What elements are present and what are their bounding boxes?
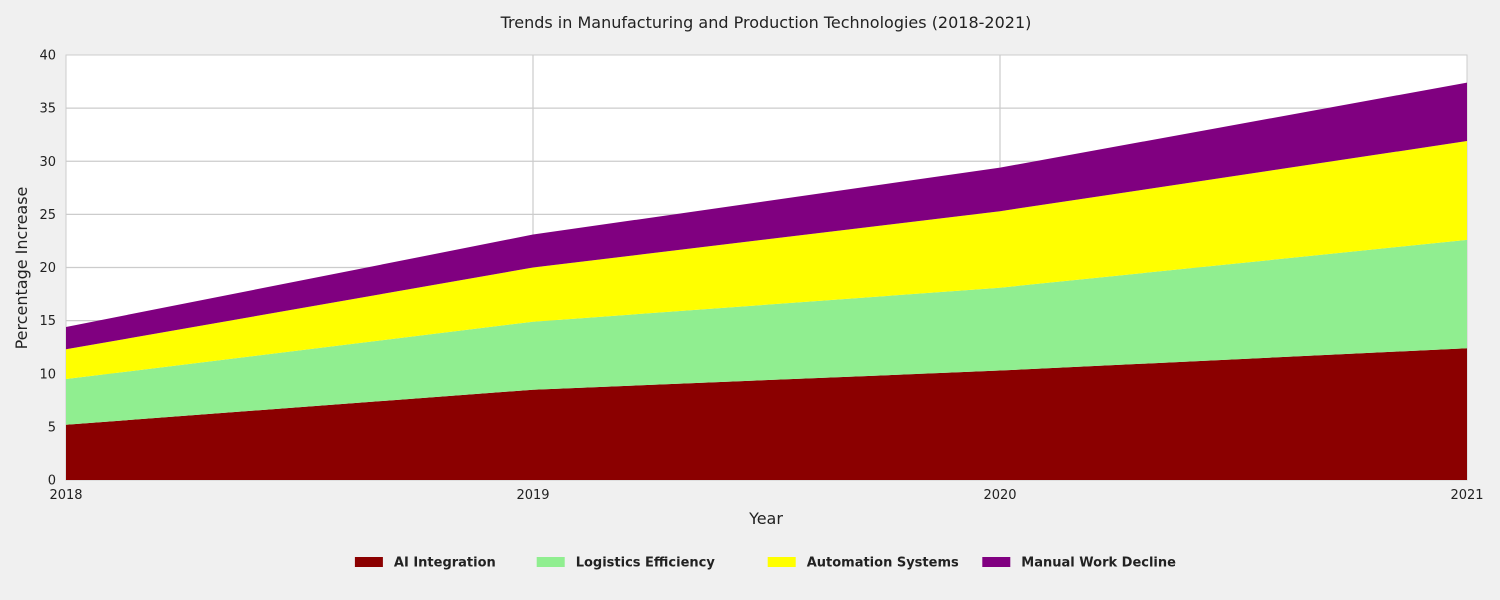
y-tick-label: 10 [39, 367, 56, 382]
legend-swatch [355, 557, 383, 567]
legend-swatch [982, 557, 1010, 567]
y-axis-ticks: 0 5 10 15 20 25 30 35 40 [39, 49, 56, 489]
y-tick-label: 15 [39, 314, 56, 329]
chart-title: Trends in Manufacturing and Production T… [500, 13, 1032, 32]
legend-label: AI Integration [394, 556, 496, 571]
y-tick-label: 30 [39, 155, 56, 170]
legend-swatch [768, 557, 796, 567]
x-tick-label: 2018 [49, 488, 82, 503]
y-tick-label: 5 [48, 420, 56, 435]
y-tick-label: 40 [39, 49, 56, 64]
legend-label: Manual Work Decline [1021, 556, 1176, 571]
legend-swatch [537, 557, 565, 567]
legend-item-manual-work-decline: Manual Work Decline [982, 556, 1176, 571]
x-tick-label: 2021 [1450, 488, 1483, 503]
y-axis-label: Percentage Increase [12, 187, 31, 350]
x-tick-label: 2019 [516, 488, 549, 503]
legend-item-logistics-efficiency: Logistics Efficiency [537, 556, 716, 571]
y-tick-label: 35 [39, 102, 56, 117]
legend-item-ai-integration: AI Integration [355, 556, 496, 571]
y-tick-label: 0 [48, 474, 56, 489]
legend-item-automation-systems: Automation Systems [768, 556, 959, 571]
legend-label: Logistics Efficiency [576, 556, 716, 571]
x-axis-ticks: 2018 2019 2020 2021 [49, 488, 1483, 503]
y-tick-label: 20 [39, 261, 56, 276]
x-axis-label: Year [748, 509, 783, 528]
x-tick-label: 2020 [983, 488, 1016, 503]
y-tick-label: 25 [39, 208, 56, 223]
legend: AI Integration Logistics Efficiency Automa… [355, 556, 1176, 571]
legend-label: Automation Systems [807, 556, 959, 571]
